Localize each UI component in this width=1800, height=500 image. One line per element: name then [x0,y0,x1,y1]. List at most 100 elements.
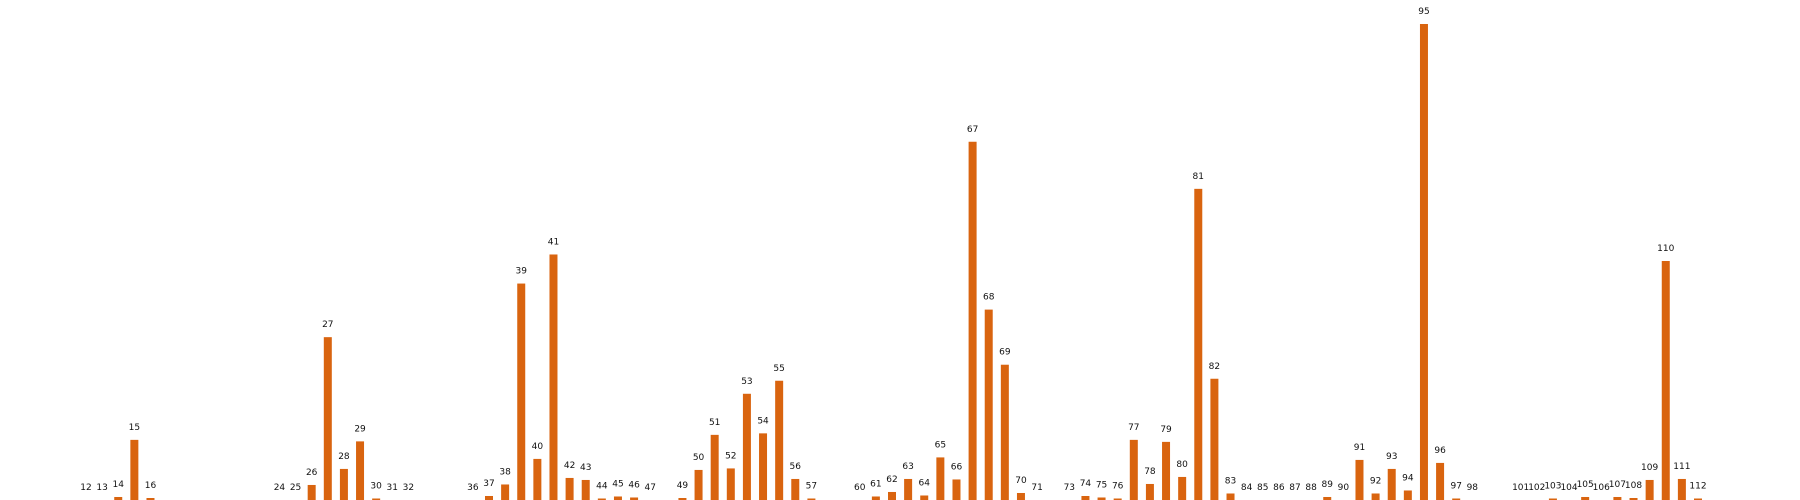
bar-label-60: 60 [854,483,866,493]
bar-label-37: 37 [483,479,494,489]
bar-label-44: 44 [596,482,608,492]
bar-label-45: 45 [612,479,623,489]
bar-label-36: 36 [467,483,479,493]
bar-label-69: 69 [999,348,1011,358]
bar-label-103: 103 [1544,482,1561,492]
bar-label-74: 74 [1080,479,1092,489]
bar-label-83: 83 [1225,476,1236,486]
bar-69 [1000,364,1009,500]
bar-50 [694,469,703,500]
bar-label-46: 46 [628,480,640,490]
bar-96 [1436,462,1445,500]
bar-label-42: 42 [564,461,575,471]
bar-26 [307,484,316,500]
bar-27 [323,337,332,500]
bar-label-111: 111 [1673,462,1690,472]
bar-68 [984,309,993,500]
bar-label-27: 27 [322,320,333,330]
bar-label-62: 62 [886,475,897,485]
bar-38 [501,484,510,500]
bar-83 [1226,493,1235,500]
bar-30 [372,498,381,500]
bar-label-98: 98 [1467,483,1479,493]
bar-label-97: 97 [1450,482,1461,492]
bar-label-87: 87 [1289,483,1300,493]
bar-label-107: 107 [1609,480,1626,490]
bar-52 [726,468,735,500]
bar-37 [485,495,493,500]
bar-82 [1210,378,1219,500]
bar-80 [1178,476,1187,500]
bar-label-79: 79 [1160,425,1172,435]
bar-67 [968,141,977,500]
bar-label-56: 56 [790,462,802,472]
bar-64 [920,495,929,500]
bar-label-12: 12 [80,483,91,493]
bar-label-41: 41 [548,237,559,247]
bar-label-85: 85 [1257,483,1268,493]
bar-label-43: 43 [580,463,591,473]
bar-label-93: 93 [1386,452,1397,462]
bar-62 [888,491,896,500]
bar-label-38: 38 [499,467,511,477]
bar-56 [791,478,800,500]
bar-label-13: 13 [96,483,107,493]
bar-78 [1145,483,1154,500]
bar-40 [533,458,542,500]
bar-44 [597,498,606,500]
bar-label-101: 101 [1512,483,1529,493]
bar-label-15: 15 [129,423,140,433]
bar-66 [952,479,961,500]
bar-label-28: 28 [338,452,350,462]
bar-92 [1371,493,1380,500]
bar-51 [710,434,719,500]
bar-79 [1162,441,1171,500]
bar-label-55: 55 [773,364,784,374]
bar-14 [114,496,123,500]
bar-63 [904,478,913,500]
bar-43 [581,479,590,500]
bar-28 [339,468,348,500]
bar-label-47: 47 [644,483,655,493]
bar-29 [356,441,365,500]
bar-76 [1113,498,1122,500]
bar-label-108: 108 [1625,481,1642,491]
bar-70 [1016,492,1025,500]
bar-label-31: 31 [387,483,398,493]
bar-label-64: 64 [919,478,931,488]
bar-label-61: 61 [870,479,881,489]
bar-label-63: 63 [902,462,913,472]
bar-45 [613,496,622,500]
bar-57 [807,498,816,500]
bar-39 [517,283,526,500]
bar-108 [1629,498,1638,500]
bar-label-90: 90 [1338,483,1350,493]
bar-label-16: 16 [145,481,157,491]
bar-label-78: 78 [1144,467,1156,477]
bar-93 [1387,468,1396,500]
bar-label-94: 94 [1402,473,1414,483]
bar-label-51: 51 [709,418,720,428]
bar-label-106: 106 [1593,483,1610,493]
bar-label-105: 105 [1577,480,1594,490]
bar-77 [1129,439,1138,500]
bar-label-65: 65 [935,440,946,450]
bar-label-50: 50 [693,453,705,463]
bar-label-88: 88 [1305,483,1317,493]
bar-label-112: 112 [1689,482,1706,492]
bar-label-92: 92 [1370,476,1381,486]
bar-label-25: 25 [290,483,301,493]
bar-103 [1548,498,1557,500]
bar-label-77: 77 [1128,423,1139,433]
bar-label-26: 26 [306,468,318,478]
bar-label-91: 91 [1354,443,1365,453]
bar-label-30: 30 [370,482,382,492]
bar-label-76: 76 [1112,482,1124,492]
bar-label-54: 54 [757,416,769,426]
bar-label-86: 86 [1273,483,1285,493]
bar-53 [742,393,751,500]
bar-105 [1581,496,1590,500]
bar-15 [130,439,139,500]
bar-label-102: 102 [1528,483,1545,493]
